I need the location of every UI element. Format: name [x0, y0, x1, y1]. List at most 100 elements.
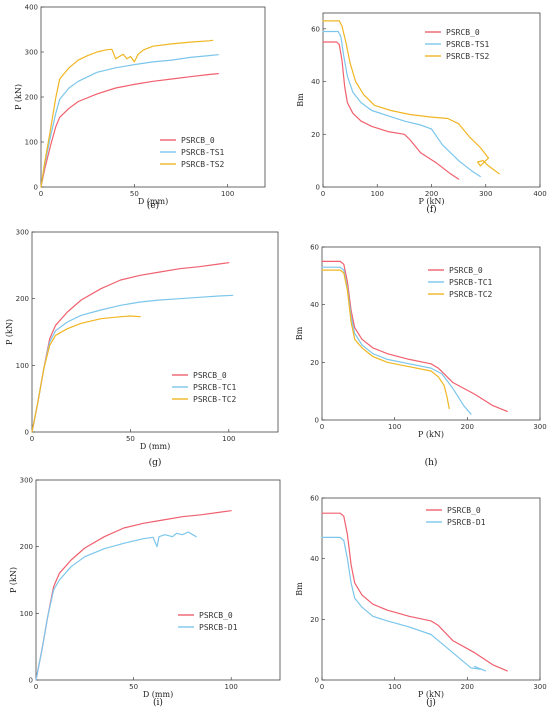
x-tick-label: 400 [533, 190, 546, 198]
panel-tag: (f) [426, 204, 436, 215]
x-axis-label: D (mm) [143, 690, 173, 699]
x-tick-label: 50 [129, 683, 138, 691]
legend-entry: PSRCB-D1 [447, 518, 486, 527]
y-axis-label: P (kN) [9, 567, 18, 593]
x-tick-label: 300 [533, 683, 546, 691]
y-tick-label: 300 [20, 477, 33, 485]
x-tick-label: 300 [533, 423, 546, 431]
series-line-psrcb-0 [321, 512, 508, 672]
y-tick-label: 20 [311, 131, 320, 139]
y-tick-label: 60 [310, 495, 319, 503]
legend-entry: PSRCB-TC2 [449, 290, 493, 299]
plot-frame [322, 12, 541, 188]
x-tick-label: 200 [425, 190, 438, 198]
plot-frame [40, 6, 266, 188]
series-line-psrcb-ts2 [322, 20, 500, 175]
x-axis-label: P (kN) [418, 690, 444, 699]
legend-entry: PSRCB_0 [449, 266, 483, 275]
plot-frame [35, 479, 281, 681]
x-tick-label: 200 [461, 683, 474, 691]
series-line-psrcb-tc2 [31, 315, 141, 433]
series-line-psrcb-ts1 [322, 30, 481, 178]
y-axis-label: Bm [295, 326, 304, 340]
chart-j: 0 100 200 300 0 20 40 60 P (kN) Bm PSRCB_0 PSRCB-D1… [295, 495, 547, 709]
legend-entry: PSRCB-TC2 [193, 395, 237, 404]
panel-tag: (i) [153, 697, 163, 708]
y-tick-label: 40 [310, 301, 319, 309]
x-tick-label: 0 [39, 190, 43, 198]
y-tick-label: 0 [34, 184, 38, 192]
x-tick-label: 100 [388, 423, 401, 431]
series-line-psrcb-0 [35, 510, 232, 681]
x-tick-label: 100 [225, 683, 238, 691]
x-tick-label: 50 [130, 190, 139, 198]
panel-tag: (e) [147, 200, 159, 211]
y-tick-label: 0 [315, 417, 319, 425]
plot-frame [321, 246, 541, 421]
panel-tag: (j) [426, 697, 436, 708]
x-tick-label: 0 [30, 435, 34, 443]
legend-entry: PSRCB-TS2 [446, 52, 490, 61]
legend-entry: PSRCB-TC1 [449, 278, 493, 287]
x-tick-label: 0 [320, 423, 324, 431]
y-tick-label: 100 [25, 139, 38, 147]
x-tick-label: 0 [321, 190, 325, 198]
y-tick-label: 0 [29, 677, 33, 685]
y-tick-label: 200 [20, 543, 33, 551]
y-axis-label: Bm [295, 582, 304, 596]
series-line-psrcb-0 [321, 260, 508, 412]
chart-i: 0 50 100 0 100 200 300 D (mm) P (kN) PSRCB_0 PSRCB… [9, 477, 281, 708]
x-axis-label: P (kN) [418, 197, 444, 206]
y-axis-label: P (kN) [5, 319, 14, 345]
chart-e: 0 50 100 0 100 200 300 400 D (mm) P (kN) PSRCB_0 PS… [14, 4, 266, 211]
series-line-psrcb-ts2 [40, 39, 214, 188]
y-axis-label: P (kN) [14, 84, 23, 110]
series-line-psrcb-0 [40, 73, 219, 188]
legend-entry: PSRCB-D1 [199, 623, 238, 632]
x-tick-label: 0 [34, 683, 38, 691]
x-tick-label: 300 [479, 190, 492, 198]
y-tick-label: 0 [316, 184, 320, 192]
y-tick-label: 0 [25, 429, 29, 437]
y-tick-label: 40 [310, 555, 319, 563]
series-line-psrcb-d1 [321, 536, 487, 672]
chart-g: 0 50 100 0 100 200 300 D (mm) P (kN) PSRCB_0 PSRCB… [5, 229, 279, 468]
legend-entry: PSRCB_0 [199, 611, 233, 620]
y-tick-label: 200 [16, 295, 29, 303]
chart-f: 0 100 200 300 400 0 20 40 60 P (kN) Bm PSRCB_0 PSRCB… [296, 12, 547, 215]
legend-entry: PSRCB_0 [446, 28, 480, 37]
chart-h: 0 100 200 300 0 20 40 60 P (kN) Bm PSRCB_0 PSRCB-TC… [295, 244, 547, 469]
y-tick-label: 100 [20, 610, 33, 618]
y-tick-label: 300 [25, 49, 38, 57]
legend-entry: PSRCB-TC1 [193, 383, 237, 392]
x-tick-label: 50 [126, 435, 135, 443]
series-line-psrcb-ts1 [40, 54, 219, 188]
series-line-psrcb-tc2 [321, 269, 450, 410]
y-tick-label: 0 [315, 677, 319, 685]
y-tick-label: 40 [311, 78, 320, 86]
y-tick-label: 400 [25, 4, 38, 12]
panel-tag: (g) [149, 457, 162, 468]
x-tick-label: 200 [461, 423, 474, 431]
series-line-psrcb-0 [31, 262, 230, 433]
legend-entry: PSRCB-TS1 [446, 40, 490, 49]
x-tick-label: 100 [221, 190, 234, 198]
y-axis-label: Bm [296, 93, 305, 107]
y-tick-label: 60 [311, 25, 320, 33]
x-axis-label: D (mm) [140, 442, 170, 451]
plot-frame [321, 497, 541, 681]
legend-entry: PSRCB-TS2 [181, 160, 225, 169]
x-tick-label: 100 [388, 683, 401, 691]
legend-entry: PSRCB-TS1 [181, 148, 225, 157]
x-tick-label: 0 [320, 683, 324, 691]
y-tick-label: 300 [16, 229, 29, 237]
y-tick-label: 20 [310, 359, 319, 367]
y-tick-label: 20 [310, 616, 319, 624]
series-line-psrcb-d1 [35, 531, 197, 681]
x-tick-label: 100 [222, 435, 235, 443]
y-tick-label: 60 [310, 244, 319, 252]
legend-entry: PSRCB_0 [181, 136, 215, 145]
panel-tag: (h) [425, 457, 438, 468]
legend-entry: PSRCB_0 [447, 506, 481, 515]
